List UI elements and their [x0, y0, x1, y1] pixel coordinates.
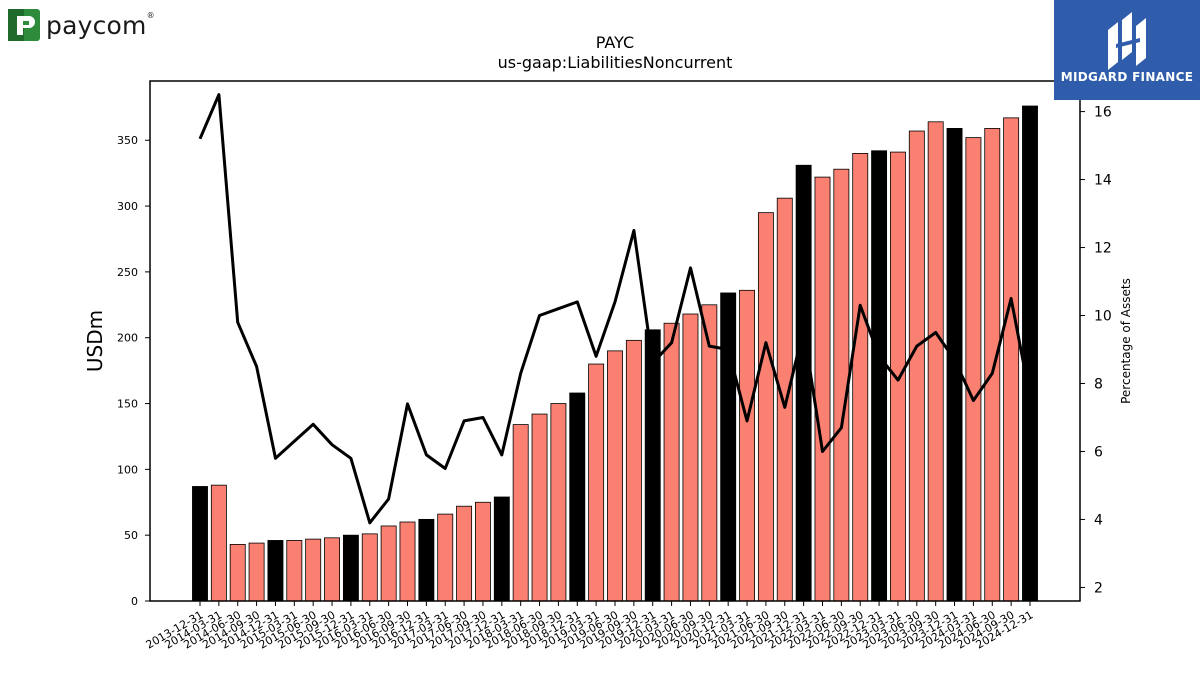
paycom-logo-icon [8, 9, 40, 41]
bar-2015-12-31 [342, 534, 359, 602]
y2-tick-label: 2 [1094, 580, 1103, 596]
chart-subtitle: us-gaap:LiabilitiesNoncurrent [498, 53, 733, 72]
bar-2015-06-30 [305, 538, 322, 602]
bar-2021-09-30 [776, 197, 793, 602]
bar-2020-06-30 [682, 313, 699, 602]
bar-2018-06-30 [531, 413, 548, 602]
line-series [198, 93, 1032, 525]
bar-2021-12-31 [795, 164, 812, 602]
y-tick-label: 300 [117, 200, 138, 213]
bar-2019-03-31 [588, 363, 605, 602]
y2-tick-label: 8 [1094, 376, 1103, 392]
bar-2016-03-31 [361, 533, 378, 602]
bar-2015-03-31 [286, 540, 303, 602]
bar-2023-06-30 [908, 130, 925, 602]
midgard-logo-text: MIDGARD FINANCE [1060, 70, 1194, 84]
bar-2014-12-31 [267, 540, 284, 602]
bar-series [192, 105, 1038, 602]
bar-2024-03-31 [965, 137, 982, 602]
bar-2022-12-31 [871, 150, 888, 602]
bar-2018-09-30 [550, 403, 567, 602]
percentage-line [198, 93, 1032, 525]
bar-2018-03-31 [512, 424, 529, 602]
x-axis: 2013-12-312014-03-312014-06-302014-09-30… [144, 601, 1036, 652]
midgard-finance-logo: MIDGARD FINANCE [1054, 0, 1200, 100]
y2-tick-label: 10 [1094, 309, 1112, 325]
y-tick-label: 0 [131, 595, 138, 608]
y2-tick-label: 16 [1094, 105, 1112, 121]
bar-2023-12-31 [946, 127, 963, 602]
y2-tick-label: 6 [1094, 444, 1103, 460]
bar-2024-12-31 [1022, 105, 1038, 602]
bar-2018-12-31 [569, 392, 586, 602]
paycom-logo-text: paycom® [46, 10, 155, 40]
bar-2019-09-30 [625, 339, 642, 602]
midgard-logo-icon [1108, 12, 1146, 70]
bar-2024-09-30 [1003, 117, 1020, 602]
y-axis-label: USDm [83, 310, 107, 372]
y-tick-label: 350 [117, 134, 138, 147]
bar-2017-09-30 [475, 501, 491, 602]
y-tick-label: 250 [117, 266, 138, 279]
bar-2015-09-30 [324, 537, 340, 602]
bar-2020-12-31 [720, 292, 737, 602]
bar-2017-12-31 [493, 496, 510, 602]
bar-2014-06-30 [229, 543, 246, 602]
y-tick-label: 150 [117, 398, 138, 411]
y-tick-label: 100 [117, 463, 138, 476]
bar-2021-06-30 [757, 212, 774, 602]
bar-2014-03-31 [210, 484, 227, 602]
bar-2020-09-30 [701, 304, 718, 602]
bar-2019-06-30 [607, 350, 623, 602]
bar-2019-12-31 [644, 329, 661, 602]
bar-2020-03-31 [663, 322, 680, 602]
y2-tick-label: 12 [1094, 241, 1112, 257]
bar-2022-03-31 [814, 176, 831, 602]
y-axis-left: 0 50 100 150 200 250 300 350 [117, 134, 150, 608]
bar-2023-03-31 [890, 151, 906, 602]
bar-2023-09-30 [927, 121, 944, 602]
bar-2021-03-31 [739, 289, 755, 602]
bar-2016-12-31 [418, 518, 435, 602]
bar-2017-06-30 [456, 505, 473, 602]
y2-tick-label: 4 [1094, 512, 1103, 528]
paycom-logo: paycom® [8, 8, 155, 42]
y-tick-label: 200 [117, 332, 138, 345]
y-axis-right: 2 4 6 8 10 12 14 16 [1080, 105, 1112, 596]
bar-2013-12-31 [192, 486, 208, 602]
y2-tick-label: 14 [1094, 173, 1112, 189]
bar-2017-03-31 [437, 513, 454, 602]
bar-2024-06-30 [984, 127, 1001, 602]
bar-2016-06-30 [380, 525, 397, 602]
bar-2022-09-30 [852, 153, 869, 602]
bar-2014-09-30 [248, 542, 265, 602]
y-tick-label: 50 [124, 529, 138, 542]
bar-2016-09-30 [399, 521, 416, 602]
chart-title: PAYC [596, 33, 634, 52]
y2-axis-label: Percentage of Assets [1119, 278, 1133, 404]
